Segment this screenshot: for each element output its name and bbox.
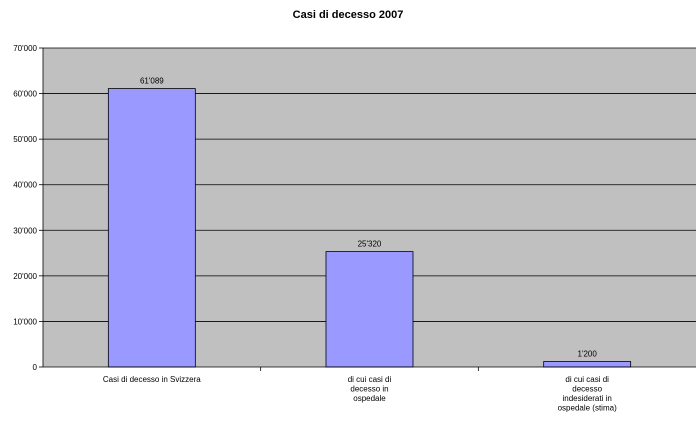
y-tick-label: 10'000 <box>13 317 37 326</box>
bar <box>325 251 414 368</box>
category-label: indesiderati in <box>562 394 611 403</box>
category-label: di cui casi di <box>348 375 392 384</box>
data-labels: 61'089 25'320 1'200 <box>140 77 597 359</box>
category-label: Casi di decesso in Svizzera <box>103 375 201 384</box>
data-label: 1'200 <box>578 350 598 359</box>
y-tick-label: 60'000 <box>13 90 37 99</box>
category-label: di cui casi di <box>565 375 609 384</box>
y-tick-labels: 0 10'000 20'000 30'000 40'000 50'000 60'000 70'… <box>13 44 37 372</box>
data-label: 25'320 <box>358 240 382 249</box>
y-tick-label: 20'000 <box>13 272 37 281</box>
category-labels: Casi di decesso in Svizzera di cui casi d… <box>103 375 617 413</box>
category-label: ospedale (stima) <box>558 404 617 413</box>
category-label: decesso in <box>350 385 388 394</box>
bar <box>107 88 196 368</box>
category-label: decesso <box>572 385 602 394</box>
y-tick-label: 40'000 <box>13 181 37 190</box>
y-tick-label: 0 <box>33 363 38 372</box>
chart-title: Casi di decesso 2007 <box>292 9 404 21</box>
bar <box>543 361 632 368</box>
y-tick-label: 50'000 <box>13 135 37 144</box>
bars <box>107 88 632 368</box>
category-label: ospedale <box>353 394 386 403</box>
data-label: 61'089 <box>140 77 164 86</box>
y-tick-label: 70'000 <box>13 44 37 53</box>
y-tick-label: 30'000 <box>13 226 37 235</box>
